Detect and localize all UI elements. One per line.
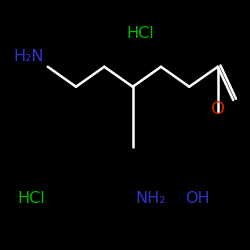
Text: O: O <box>211 100 226 118</box>
Text: HCl: HCl <box>18 191 45 206</box>
Text: H₂N: H₂N <box>14 49 44 64</box>
Text: NH₂: NH₂ <box>135 191 166 206</box>
Text: OH: OH <box>185 191 210 206</box>
Text: HCl: HCl <box>126 26 154 41</box>
